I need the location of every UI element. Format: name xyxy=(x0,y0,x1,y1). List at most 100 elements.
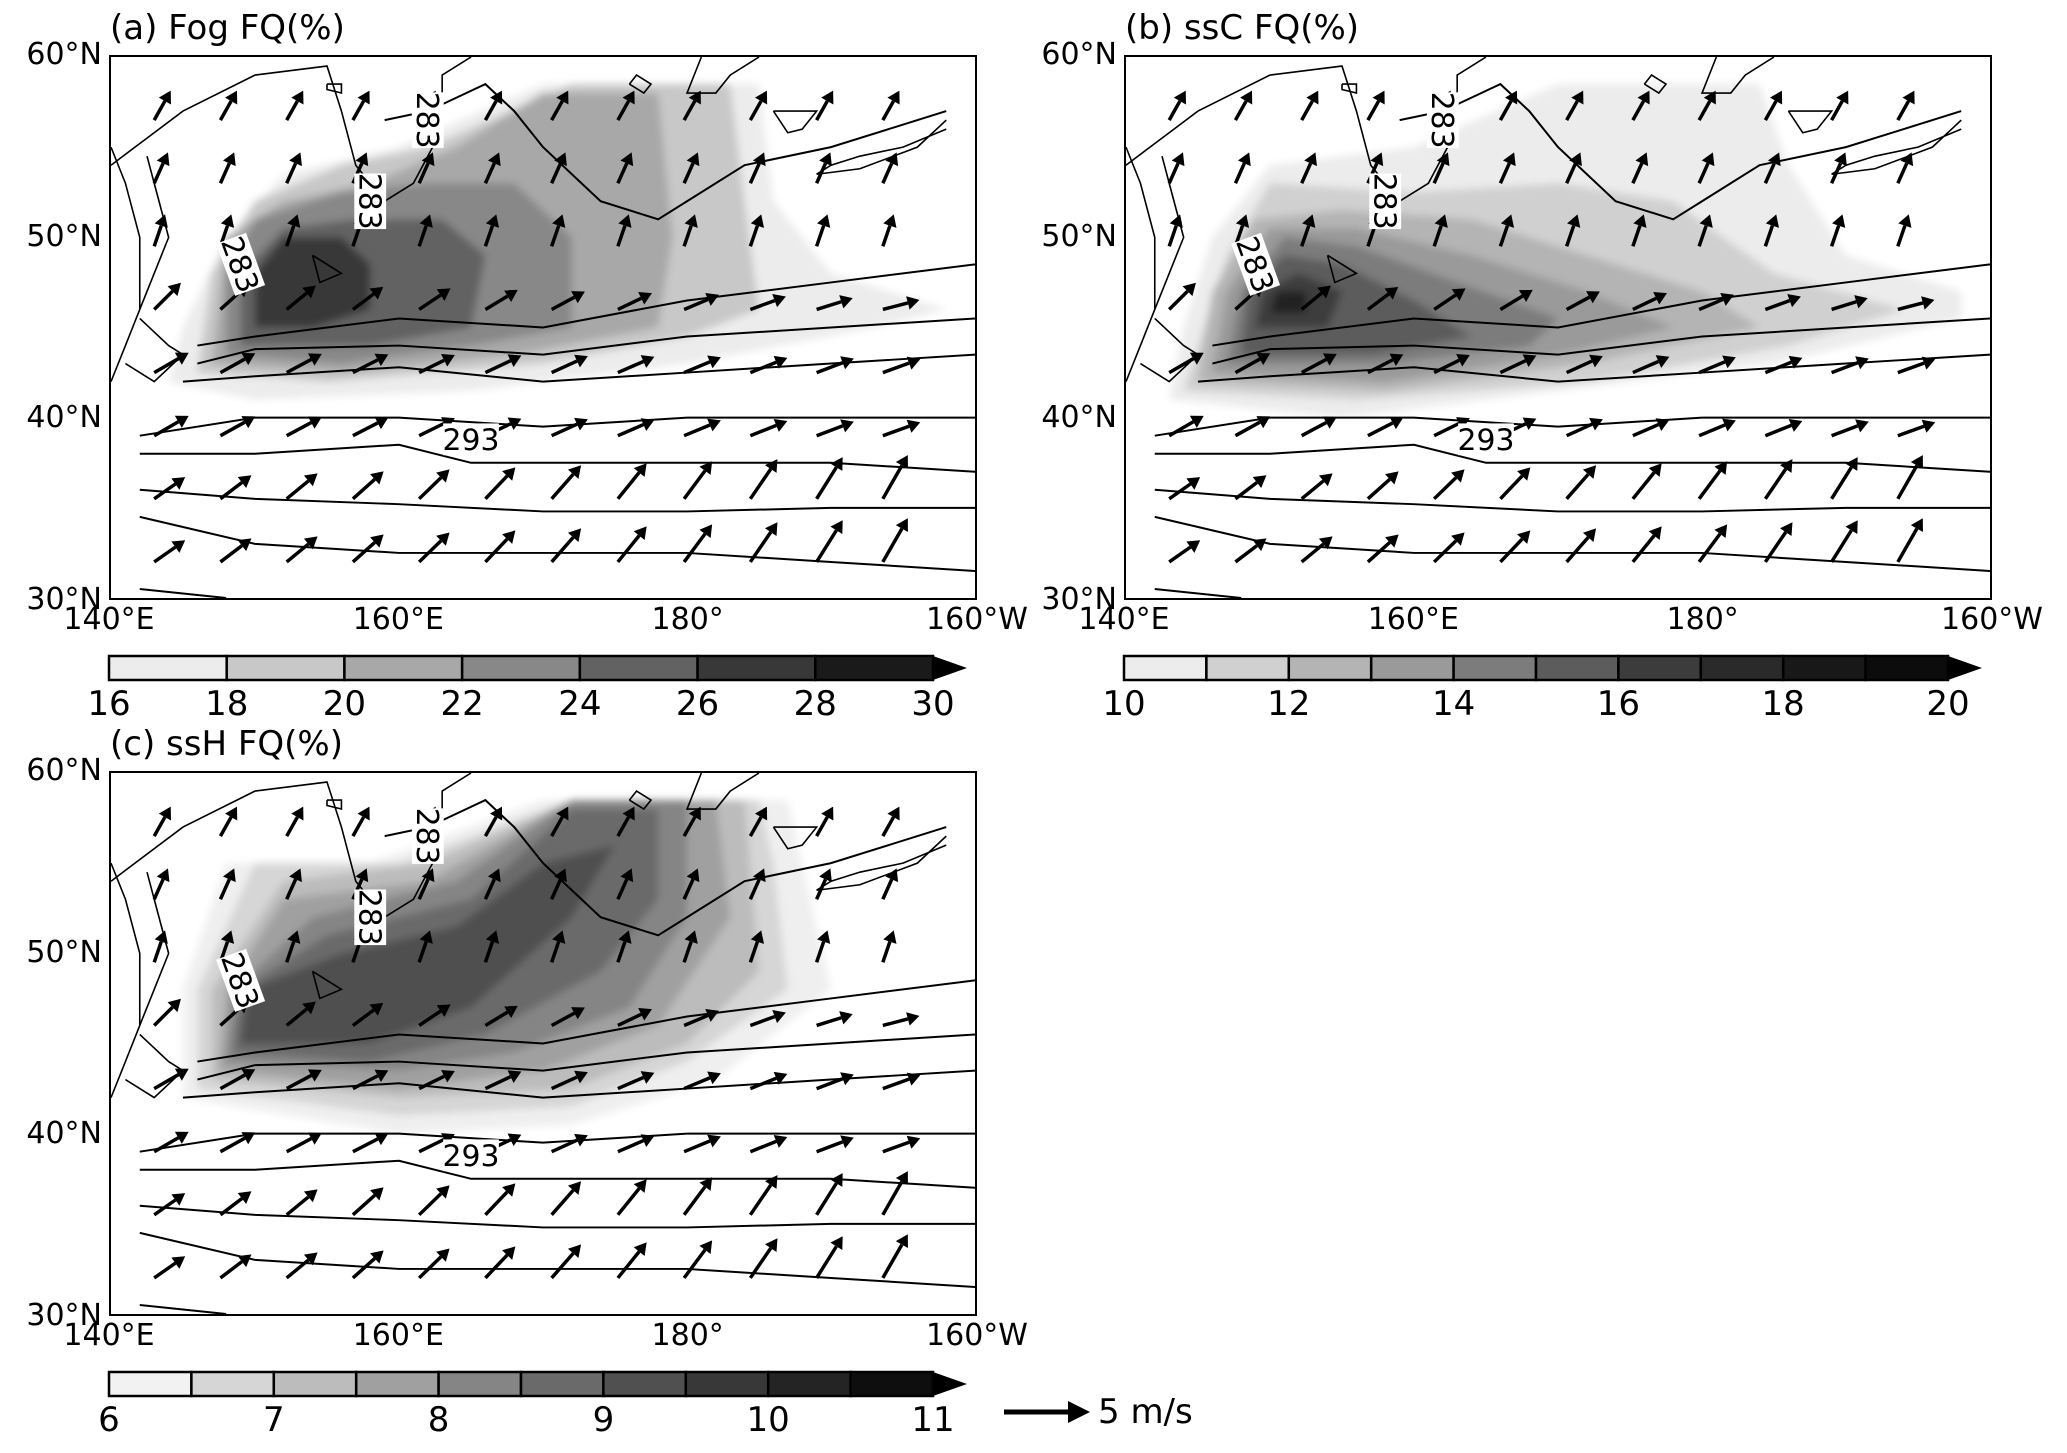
colorbar-segment xyxy=(519,1370,605,1398)
wind-vector-icon xyxy=(285,416,322,438)
wind-vector-icon xyxy=(1565,152,1582,184)
panel-title: (b) ssC FQ(%) xyxy=(1125,8,1360,48)
colorbar-tick-label: 7 xyxy=(262,1400,285,1440)
wind-vector-icon xyxy=(152,998,181,1027)
wind-vector-icon xyxy=(616,526,647,564)
wind-vector-icon xyxy=(153,415,189,438)
colorbar-segment xyxy=(766,1370,852,1398)
wind-vector-icon xyxy=(1432,469,1465,501)
wind-vector-icon xyxy=(1498,152,1516,184)
lat-label: 50°N xyxy=(26,218,102,254)
isotherm-contour xyxy=(1154,515,1990,572)
wind-vector-icon xyxy=(814,214,831,247)
wind-vector-icon xyxy=(1697,524,1728,563)
wind-vector-icon xyxy=(483,806,503,837)
coastline xyxy=(139,155,170,310)
wind-vector-icon xyxy=(1167,282,1196,311)
wind-vector-icon xyxy=(153,1131,189,1154)
wind-vector-icon xyxy=(484,1005,518,1027)
wind-vector-icon xyxy=(1897,419,1936,438)
isotherms xyxy=(1154,82,1990,598)
colorbar-tick-label: 9 xyxy=(592,1400,615,1440)
wind-vector-icon xyxy=(1831,295,1868,312)
wind-vector-icon xyxy=(617,292,652,312)
wind-vector-icon xyxy=(351,1187,384,1217)
wind-vector-icon xyxy=(815,356,854,375)
contour-label: 283 xyxy=(1424,92,1459,149)
wind-vector-icon xyxy=(351,1002,384,1027)
wind-vector-icon xyxy=(617,355,655,375)
wind-vector-icon xyxy=(1300,353,1337,375)
colorbar-segment xyxy=(1534,654,1620,682)
wind-vector-icon xyxy=(218,152,236,184)
wind-vector-icon xyxy=(1896,90,1915,121)
wind-vector-icon xyxy=(285,214,301,247)
lat-label: 40°N xyxy=(26,1116,102,1152)
wind-vector-icon xyxy=(418,288,451,311)
colorbar-tick-label: 6 xyxy=(98,1400,120,1440)
lon-label: 160°E xyxy=(1367,602,1459,637)
wind-vector-icon xyxy=(816,295,853,312)
wind-vector-icon xyxy=(484,354,522,375)
shading-level xyxy=(1270,291,1306,314)
wind-vector-icon xyxy=(683,1071,721,1091)
wind-vector-icon xyxy=(749,1071,788,1091)
wind-vector-icon xyxy=(748,90,768,121)
wind-vector-icon xyxy=(1632,355,1670,375)
wind-vector-icon xyxy=(549,214,566,247)
lon-label: 140°E xyxy=(63,1318,155,1353)
wind-vector-icon xyxy=(1764,355,1803,375)
colorbar-extend-arrow xyxy=(933,656,967,680)
lat-label: 30°N xyxy=(26,1298,102,1333)
isotherm-contour xyxy=(1399,82,1962,221)
lon-label: 180° xyxy=(651,1318,724,1353)
lat-label: 40°N xyxy=(1041,400,1117,436)
isotherm-contour xyxy=(139,443,975,473)
wind-vector-icon xyxy=(748,522,778,563)
wind-vector-icon xyxy=(1234,475,1267,501)
colorbar-tick-label: 22 xyxy=(440,684,484,724)
wind-vector-icon xyxy=(219,1254,252,1280)
wind-vector-icon xyxy=(881,1171,908,1216)
coastline xyxy=(1700,57,1775,94)
wind-vector-icon xyxy=(153,352,189,375)
wind-vector-icon xyxy=(1167,152,1185,184)
wind-vector-icon xyxy=(550,1007,585,1027)
wind-vector-icon xyxy=(683,1009,719,1028)
wind-vector-icon xyxy=(815,419,854,438)
wind-vector-icon xyxy=(1300,536,1333,564)
wind-vector-icon xyxy=(1167,214,1183,247)
coastline xyxy=(816,119,947,176)
wind-vector-icon xyxy=(814,930,831,963)
contour-label: 283 xyxy=(409,808,444,865)
map-frame: 283 283 283 293 xyxy=(109,55,977,600)
wind-vector-icon xyxy=(1897,356,1936,375)
wind-vector-icon xyxy=(1763,459,1793,500)
coastline xyxy=(816,835,947,892)
wind-vector-icon xyxy=(815,1173,843,1216)
wind-vector-icon xyxy=(815,457,843,500)
lon-label: 180° xyxy=(1666,602,1739,637)
isotherm-contour xyxy=(1154,443,1990,473)
wind-vector-icon xyxy=(219,353,256,375)
colorbar-segment xyxy=(696,654,817,682)
wind-vector-icon xyxy=(881,1234,908,1279)
coastline xyxy=(772,110,819,134)
coastline xyxy=(1326,254,1359,284)
coastline xyxy=(111,862,141,1098)
wind-vector-icon xyxy=(1300,152,1317,184)
coastline xyxy=(139,871,170,1026)
wind-vector-icon xyxy=(1830,90,1849,121)
wind-vector-icon xyxy=(1697,90,1716,121)
isotherm-contour xyxy=(1154,587,1242,598)
wind-vector-icon xyxy=(1432,532,1465,564)
colorbar-segment xyxy=(602,1370,688,1398)
contour-label: 283 xyxy=(351,173,386,230)
wind-vector-icon xyxy=(352,1069,389,1091)
contour-label: 293 xyxy=(443,423,500,458)
wind-vector-icon xyxy=(152,806,171,837)
lon-label: 160°W xyxy=(926,602,1028,637)
wind-vector-icon xyxy=(550,417,588,438)
wind-vector-icon xyxy=(418,1004,451,1027)
wind-vector-icon xyxy=(1168,477,1201,501)
